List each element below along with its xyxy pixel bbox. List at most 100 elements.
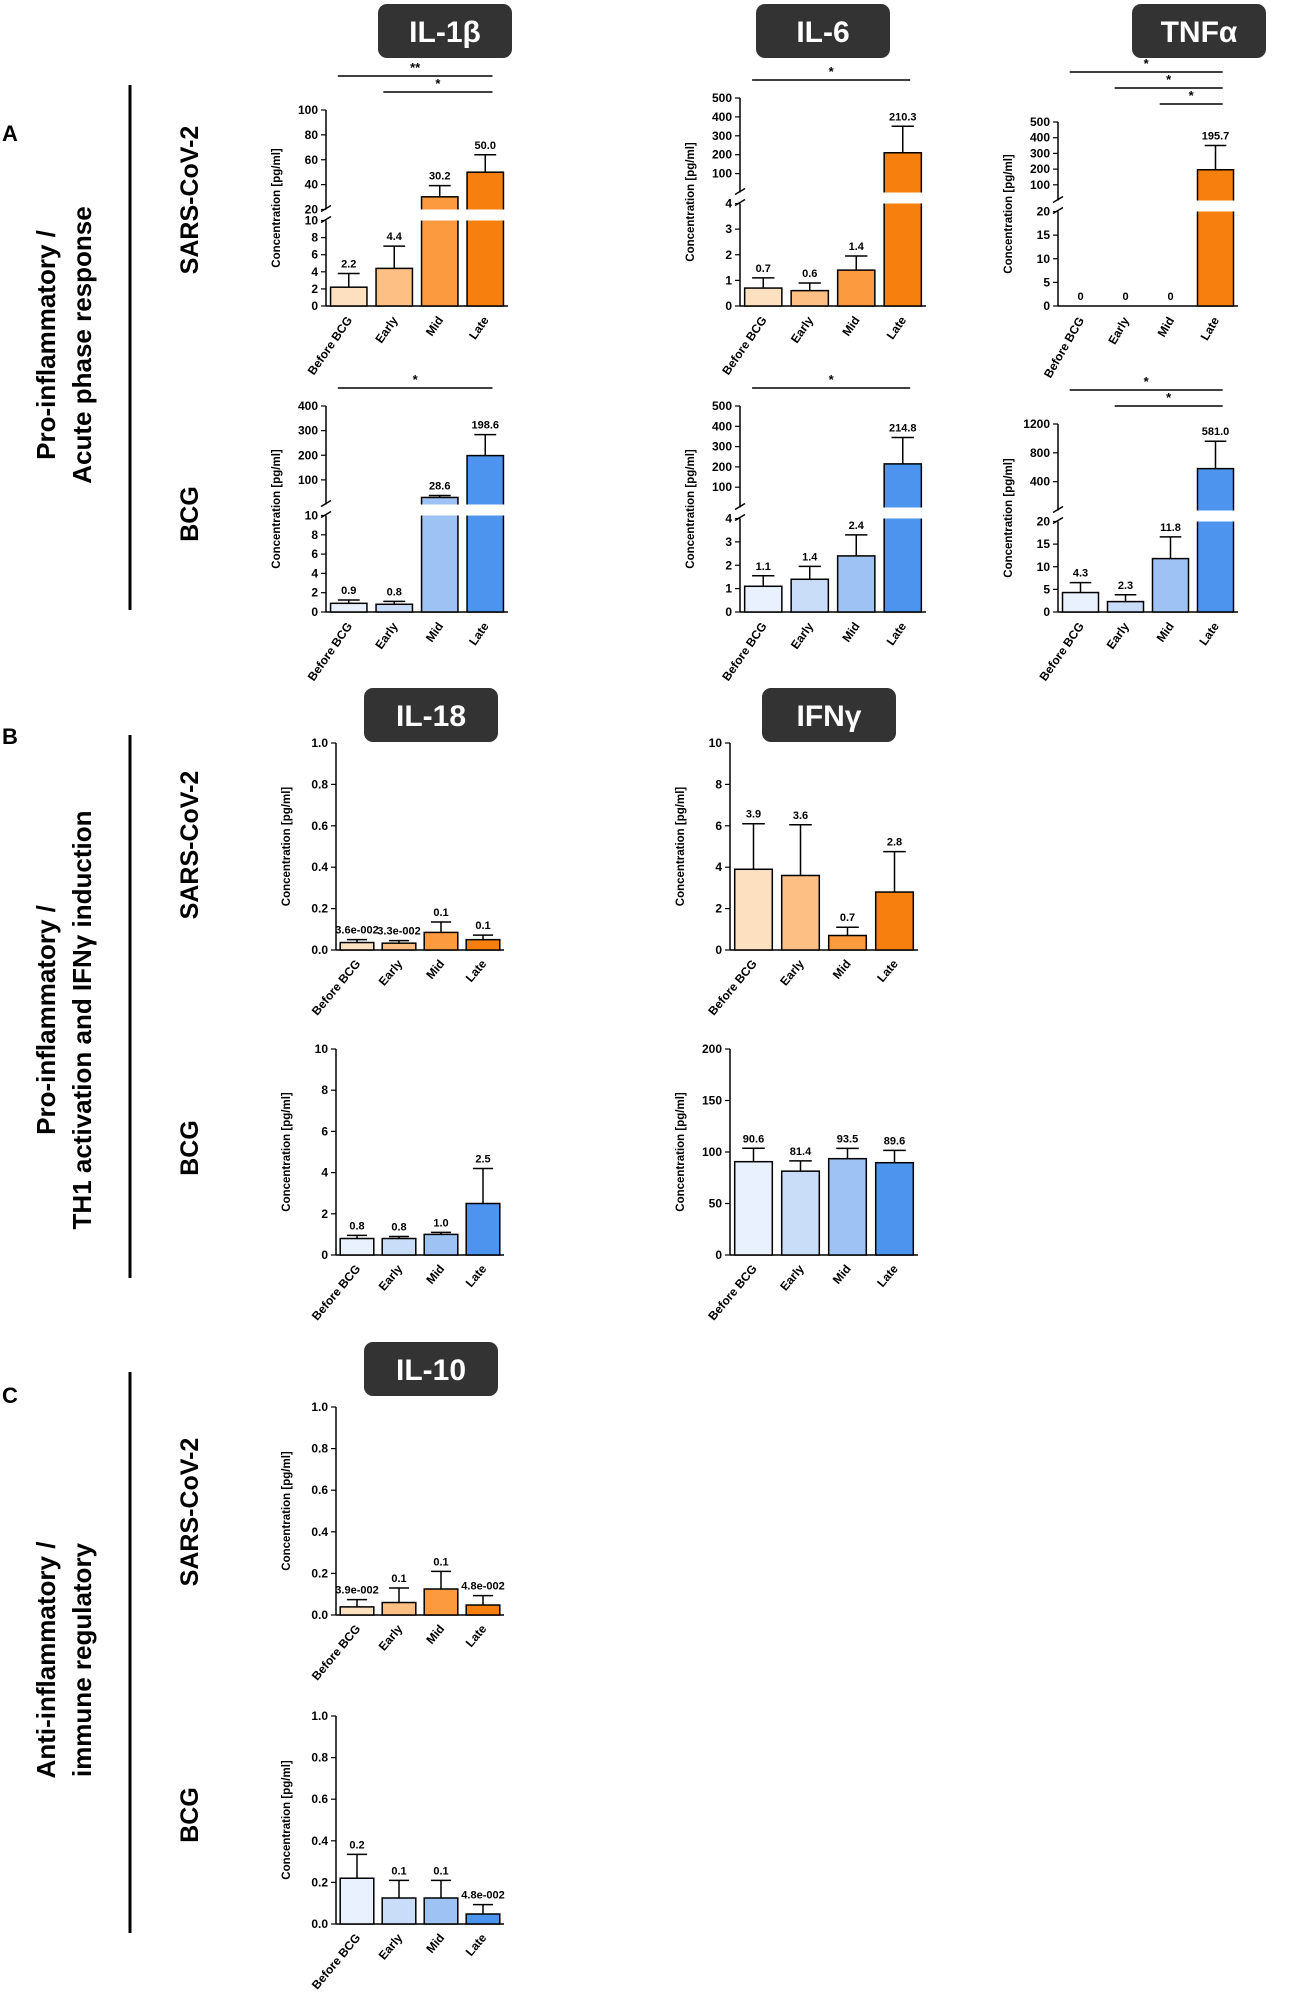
bar-late	[465, 938, 501, 951]
y-tick-label: 300	[712, 129, 732, 143]
y-tick-label: 500	[712, 91, 732, 105]
x-tick-label: Late	[874, 957, 901, 985]
chart-ifng-sars: 0 2 4 6 8 10 Concentration [pg/ml] 3.9 Before BC…	[675, 736, 918, 1018]
y-tick-label: 0	[1043, 299, 1050, 313]
data-label: 0.9	[341, 585, 356, 597]
y-tick-label: 4	[715, 860, 722, 874]
data-label: 4.8e-002	[461, 1581, 504, 1593]
y-tick-label: 6	[715, 819, 722, 833]
bar-early	[375, 267, 414, 307]
y-tick-label: 200	[712, 460, 732, 474]
y-axis-label: Concentration [pg/ml]	[271, 148, 283, 268]
data-label: 3.6e-002	[335, 925, 378, 937]
axis-break-mark	[734, 187, 746, 196]
title-il1b: IL-1β	[409, 16, 481, 49]
data-label: 2.2	[341, 259, 356, 271]
title-box-il6: IL-6	[756, 4, 890, 58]
x-tick-label: Early	[372, 313, 400, 345]
axis-break-mark	[320, 204, 332, 213]
y-tick-label: 100	[1030, 178, 1050, 192]
bar-early	[381, 942, 417, 951]
data-label: 2.4	[849, 520, 865, 532]
y-tick-label: 0	[321, 1248, 328, 1262]
x-tick-label: Before BCG	[705, 957, 759, 1018]
x-tick-label: Before BCG	[309, 957, 363, 1018]
data-label: 0.1	[433, 1556, 448, 1568]
bar-late	[1196, 169, 1235, 307]
bar-break-gap	[466, 209, 505, 221]
y-tick-label: 0.6	[311, 1483, 328, 1497]
y-tick-label: 400	[712, 110, 732, 124]
significance-label: *	[1144, 374, 1150, 389]
panel-label-b: B	[2, 724, 18, 749]
bar-early	[780, 874, 821, 951]
y-tick-label: 200	[712, 148, 732, 162]
y-tick-label: 2	[725, 248, 732, 262]
chart-il1b-bcg: 0 2 4 6 8 10 100 200 300 400 Concentration [pg/ml]…	[271, 372, 508, 683]
axis-break-mark	[734, 513, 746, 522]
bar-early	[381, 1897, 417, 1925]
axis-break-mark	[734, 502, 746, 511]
chart-ifng-bcg: 0 50 100 150 200 Concentration [pg/ml] 90.6 Bef…	[675, 1042, 918, 1323]
data-label: 2.8	[887, 837, 902, 849]
bar-early	[790, 289, 830, 307]
y-axis-label: Concentration [pg/ml]	[685, 449, 697, 569]
x-tick-label: Mid	[423, 1622, 447, 1647]
bar-early	[381, 1237, 417, 1256]
y-tick-label: 6	[311, 248, 318, 262]
bar-mid	[423, 931, 459, 951]
y-tick-label: 4	[311, 265, 318, 279]
section-b-title-line1: Pro-inflammatory /	[31, 905, 61, 1135]
y-tick-label: 300	[298, 424, 318, 438]
y-tick-label: 0	[715, 1248, 722, 1262]
bar-mid	[420, 496, 459, 613]
x-tick-label: Late	[463, 1931, 490, 1959]
title-il6: IL-6	[796, 16, 849, 49]
bar-break-gap	[883, 192, 923, 204]
data-label: 0.7	[756, 263, 771, 275]
data-label: 0.7	[840, 912, 855, 924]
x-tick-label: Early	[376, 1262, 406, 1294]
y-tick-label: 1.0	[311, 736, 328, 750]
y-tick-label: 400	[298, 399, 318, 413]
x-tick-label: Early	[788, 313, 816, 345]
y-axis-label: Concentration [pg/ml]	[675, 787, 687, 907]
bar-before-bcg	[743, 287, 783, 307]
data-label: 0.1	[433, 1865, 448, 1877]
y-tick-label: 1	[725, 582, 732, 596]
data-label: 1.0	[433, 1217, 448, 1229]
bar-mid	[827, 1157, 868, 1256]
x-tick-label: Mid	[830, 1262, 854, 1287]
data-label: 210.3	[889, 111, 917, 123]
title-il10: IL-10	[396, 1354, 466, 1387]
bar-mid	[836, 555, 876, 613]
bar-late	[1196, 467, 1235, 613]
data-label: 0.6	[802, 268, 817, 280]
y-tick-label: 50	[709, 1197, 723, 1211]
bar-before-bcg	[329, 602, 368, 613]
x-tick-label: Mid	[423, 1931, 447, 1956]
data-label: 89.6	[884, 1135, 905, 1147]
bar-before-bcg	[339, 1606, 375, 1616]
y-axis-label: Concentration [pg/ml]	[1003, 154, 1015, 274]
y-tick-label: 10	[1037, 560, 1051, 574]
y-tick-label: 20	[1037, 515, 1051, 529]
y-tick-label: 0.0	[311, 943, 328, 957]
y-tick-label: 2	[321, 1207, 328, 1221]
x-tick-label: Mid	[423, 620, 446, 645]
x-tick-label: Late	[466, 619, 492, 648]
axis-break-mark	[1052, 206, 1064, 215]
data-label: 81.4	[790, 1146, 812, 1158]
section-b-title-line2: TH1 activation and IFNγ induction	[67, 811, 97, 1230]
bar-before-bcg	[339, 941, 375, 951]
y-tick-label: 8	[311, 528, 318, 542]
bar-before-bcg	[733, 868, 774, 951]
chart-il18-bcg: 0 2 4 6 8 10 Concentration [pg/ml] 0.8 Before BC…	[281, 1042, 504, 1323]
bar-early	[780, 1170, 821, 1256]
y-tick-label: 0.2	[311, 1875, 328, 1889]
y-tick-label: 100	[712, 480, 732, 494]
chart-il10-sars: 0.0 0.2 0.4 0.6 0.8 1.0 Concentration [pg/ml] 3…	[281, 1400, 505, 1683]
data-label: 50.0	[475, 140, 496, 152]
data-label: 4.4	[387, 231, 403, 243]
y-tick-label: 0	[725, 299, 732, 313]
